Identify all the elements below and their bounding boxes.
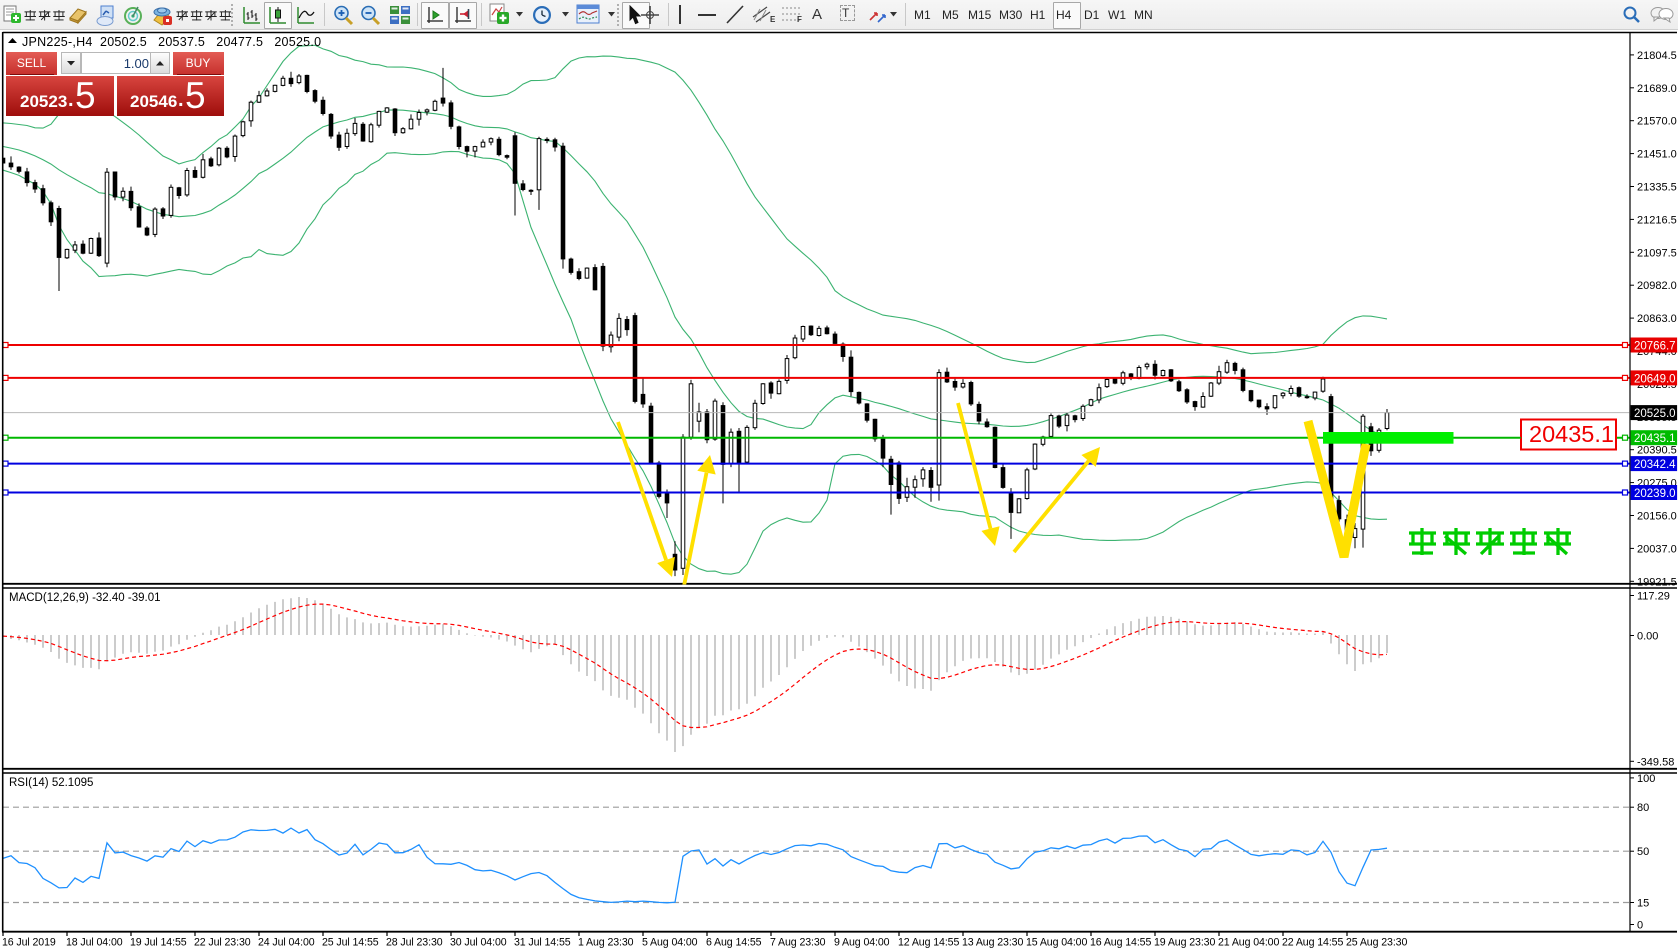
- svg-text:20863.0: 20863.0: [1637, 313, 1677, 325]
- svg-text:20156.0: 20156.0: [1637, 511, 1677, 523]
- svg-text:117.29: 117.29: [1637, 591, 1670, 603]
- svg-text:0: 0: [1637, 920, 1643, 932]
- svg-text:80: 80: [1637, 802, 1649, 814]
- svg-text:21451.0: 21451.0: [1637, 149, 1677, 161]
- svg-text:16 Aug 14:55: 16 Aug 14:55: [1090, 937, 1151, 948]
- svg-text:20982.0: 20982.0: [1637, 280, 1677, 292]
- svg-text:21097.5: 21097.5: [1637, 247, 1677, 259]
- svg-text:19 Jul 14:55: 19 Jul 14:55: [130, 937, 187, 948]
- svg-text:28 Jul 23:30: 28 Jul 23:30: [386, 937, 443, 948]
- svg-text:25 Aug 23:30: 25 Aug 23:30: [1346, 937, 1407, 948]
- svg-text:21335.5: 21335.5: [1637, 182, 1677, 194]
- svg-text:21689.0: 21689.0: [1637, 83, 1677, 95]
- svg-text:50: 50: [1637, 846, 1649, 858]
- svg-text:30 Jul 04:00: 30 Jul 04:00: [450, 937, 507, 948]
- svg-text:25 Jul 14:55: 25 Jul 14:55: [322, 937, 379, 948]
- svg-text:JPN225-,H4 20502.5 20537.5: JPN225-,H4 20502.5 20537.5 20477.5 20525…: [22, 35, 321, 49]
- svg-text:21 Aug 04:00: 21 Aug 04:00: [1218, 937, 1279, 948]
- svg-text:15 Aug 04:00: 15 Aug 04:00: [1026, 937, 1087, 948]
- svg-text:9 Aug 04:00: 9 Aug 04:00: [834, 937, 890, 948]
- svg-text:-349.58: -349.58: [1637, 756, 1674, 768]
- svg-text:21570.0: 21570.0: [1637, 116, 1677, 128]
- svg-text:20239.0: 20239.0: [1634, 488, 1676, 500]
- svg-text:21804.5: 21804.5: [1637, 50, 1677, 62]
- svg-text:18 Jul 04:00: 18 Jul 04:00: [66, 937, 123, 948]
- svg-text:20766.7: 20766.7: [1634, 341, 1676, 353]
- svg-text:21216.5: 21216.5: [1637, 214, 1677, 226]
- svg-text:13 Aug 23:30: 13 Aug 23:30: [962, 937, 1023, 948]
- svg-text:20649.0: 20649.0: [1634, 373, 1676, 385]
- svg-text:5 Aug 04:00: 5 Aug 04:00: [642, 937, 698, 948]
- svg-text:0.00: 0.00: [1637, 631, 1658, 643]
- svg-text:19921.5: 19921.5: [1637, 576, 1677, 588]
- svg-text:20390.5: 20390.5: [1637, 445, 1677, 457]
- svg-text:22 Jul 23:30: 22 Jul 23:30: [194, 937, 251, 948]
- svg-text:19 Aug 23:30: 19 Aug 23:30: [1154, 937, 1215, 948]
- svg-text:MACD(12,26,9) -32.40 -39.01: MACD(12,26,9) -32.40 -39.01: [9, 592, 161, 604]
- svg-text:1 Aug 23:30: 1 Aug 23:30: [578, 937, 634, 948]
- svg-text:31 Jul 14:55: 31 Jul 14:55: [514, 937, 571, 948]
- svg-text:20342.4: 20342.4: [1634, 459, 1676, 471]
- svg-text:22 Aug 14:55: 22 Aug 14:55: [1282, 937, 1343, 948]
- svg-text:15: 15: [1637, 898, 1649, 910]
- svg-text:24 Jul 04:00: 24 Jul 04:00: [258, 937, 315, 948]
- svg-text:16 Jul 2019: 16 Jul 2019: [2, 937, 56, 948]
- svg-text:6 Aug 14:55: 6 Aug 14:55: [706, 937, 762, 948]
- svg-text:20037.0: 20037.0: [1637, 543, 1677, 555]
- svg-text:20435.1: 20435.1: [1634, 433, 1676, 445]
- svg-text:100: 100: [1637, 773, 1655, 785]
- svg-text:12 Aug 14:55: 12 Aug 14:55: [898, 937, 959, 948]
- svg-text:RSI(14) 52.1095: RSI(14) 52.1095: [9, 777, 93, 789]
- svg-text:20435.1: 20435.1: [1529, 421, 1614, 447]
- svg-text:20525.0: 20525.0: [1634, 408, 1676, 420]
- svg-text:7 Aug 23:30: 7 Aug 23:30: [770, 937, 826, 948]
